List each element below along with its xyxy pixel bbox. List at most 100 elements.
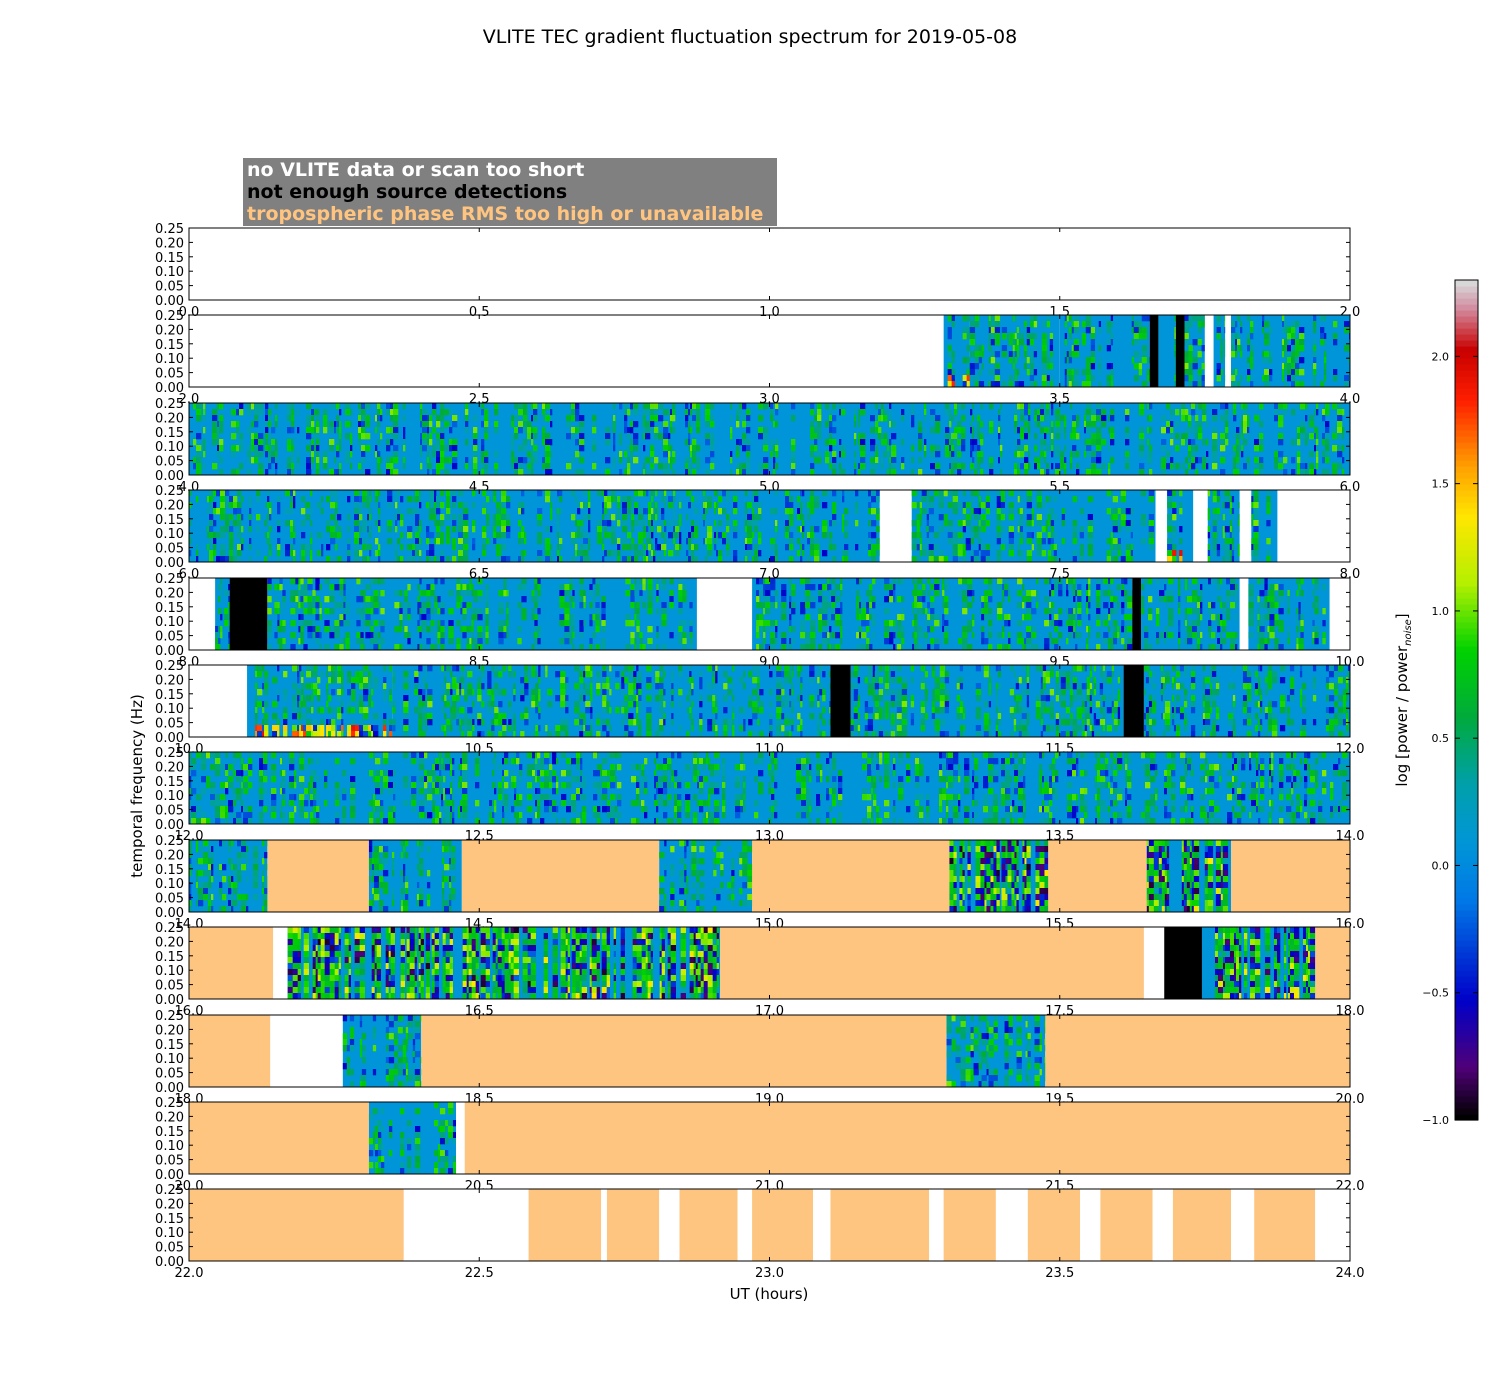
spectrum-cell [1068, 333, 1073, 340]
spectrum-cell [974, 363, 980, 370]
spectrum-cell [1224, 375, 1226, 382]
spectrum-cell [957, 403, 962, 410]
spectrum-cell [791, 638, 796, 645]
spectrum-cell [763, 469, 769, 476]
spectrum-cell [607, 496, 612, 503]
spectrum-cell [807, 538, 811, 545]
spectrum-cell [1020, 463, 1025, 470]
segment-no [1193, 490, 1208, 562]
spectrum-cell [827, 584, 830, 591]
spectrum-cell [534, 638, 538, 645]
spectrum-cell [661, 514, 665, 521]
spectrum-cell [1172, 490, 1177, 497]
spectrum-cell [1267, 602, 1270, 609]
spectrum-cell [527, 427, 532, 434]
spectrum-cell [781, 596, 787, 603]
spectrum-cell [672, 469, 676, 476]
spectrum-cell [756, 614, 760, 621]
spectrum-cell [970, 427, 973, 434]
spectrum-cell [485, 626, 489, 633]
spectrum-cell [752, 496, 755, 503]
spectrum-cell [696, 445, 701, 452]
segment-nd [1149, 315, 1159, 387]
spectrum-cell [345, 608, 350, 615]
spectrum-cell [462, 614, 467, 621]
spectrum-cell [566, 463, 572, 470]
spectrum-cell [1037, 421, 1041, 428]
spectrum-cell [1096, 451, 1102, 458]
spectrum-cell [897, 626, 902, 633]
spectrum-cell [254, 421, 259, 428]
spectrum-cell [1178, 644, 1181, 651]
spectrum-cell [1290, 369, 1296, 376]
spectrum-cell [810, 526, 815, 533]
spectrum-cell [611, 538, 616, 545]
spectrum-cell [1068, 315, 1073, 322]
spectrum-cell [954, 415, 958, 422]
spectrum-cell [943, 520, 949, 527]
spectrum-cell [866, 590, 870, 597]
spectrum-cell [496, 502, 502, 509]
spectrum-cell [1049, 333, 1054, 340]
spectrum-cell [375, 427, 378, 434]
spectrum-cell [1222, 626, 1227, 633]
spectrum-cell [856, 590, 860, 597]
spectrum-cell [323, 415, 328, 422]
spectrum-cell [1054, 584, 1059, 591]
spectrum-cell [506, 502, 511, 509]
spectrum-cell [429, 463, 433, 470]
spectrum-cell [1047, 514, 1052, 521]
spectrum-cell [785, 526, 790, 533]
spectrum-cell [213, 508, 217, 515]
spectrum-cell [633, 457, 639, 464]
spectrum-cell [668, 502, 674, 509]
spectrum-cell [307, 578, 313, 585]
spectrum-cell [692, 403, 697, 410]
spectrum-cell [832, 463, 837, 470]
spectrum-cell [220, 584, 223, 591]
spectrum-cell [446, 556, 451, 563]
spectrum-cell [832, 508, 837, 515]
spectrum-cell [1112, 526, 1119, 533]
spectrum-cell [256, 526, 261, 533]
spectrum-cell [742, 433, 747, 440]
spectrum-cell [854, 421, 857, 428]
spectrum-cell [277, 520, 281, 527]
spectrum-cell [217, 433, 220, 440]
spectrum-cell [564, 614, 570, 621]
spectrum-cell [279, 608, 283, 615]
spectrum-cell [1291, 409, 1296, 416]
spectrum-cell [1077, 590, 1082, 597]
spectrum-cell [1188, 321, 1193, 328]
spectrum-cell [970, 490, 975, 497]
spectrum-cell [707, 538, 713, 545]
spectrum-cell [1058, 608, 1063, 615]
spectrum-cell [326, 556, 331, 563]
spectrum-cell [707, 550, 713, 557]
spectrum-cell [354, 520, 360, 527]
spectrum-cell [527, 433, 532, 440]
spectrum-cell [726, 514, 730, 521]
spectrum-cell [688, 445, 691, 452]
spectrum-cell [1268, 357, 1273, 364]
spectrum-cell [482, 502, 487, 509]
spectrum-cell [630, 632, 635, 639]
spectrum-cell [310, 538, 313, 545]
spectrum-cell [1008, 538, 1015, 545]
spectrum-cell [961, 439, 966, 446]
spectrum-cell [287, 457, 292, 464]
spectrum-cell [1266, 490, 1271, 497]
spectrum-cell [1253, 508, 1259, 515]
spectrum-cell [840, 626, 843, 633]
spectrum-cell [1046, 315, 1051, 322]
spectrum-cell [316, 421, 320, 428]
spectrum-cell [1068, 369, 1073, 376]
spectrum-cell [664, 496, 667, 503]
y-tick-label: 0.05 [155, 280, 184, 295]
spectrum-cell [1026, 532, 1033, 539]
spectrum-cell [617, 496, 621, 503]
spectrum-cell [1290, 381, 1296, 388]
legend-background [243, 158, 777, 226]
spectrum-cell [1004, 614, 1009, 621]
spectrum-cell [739, 403, 743, 410]
